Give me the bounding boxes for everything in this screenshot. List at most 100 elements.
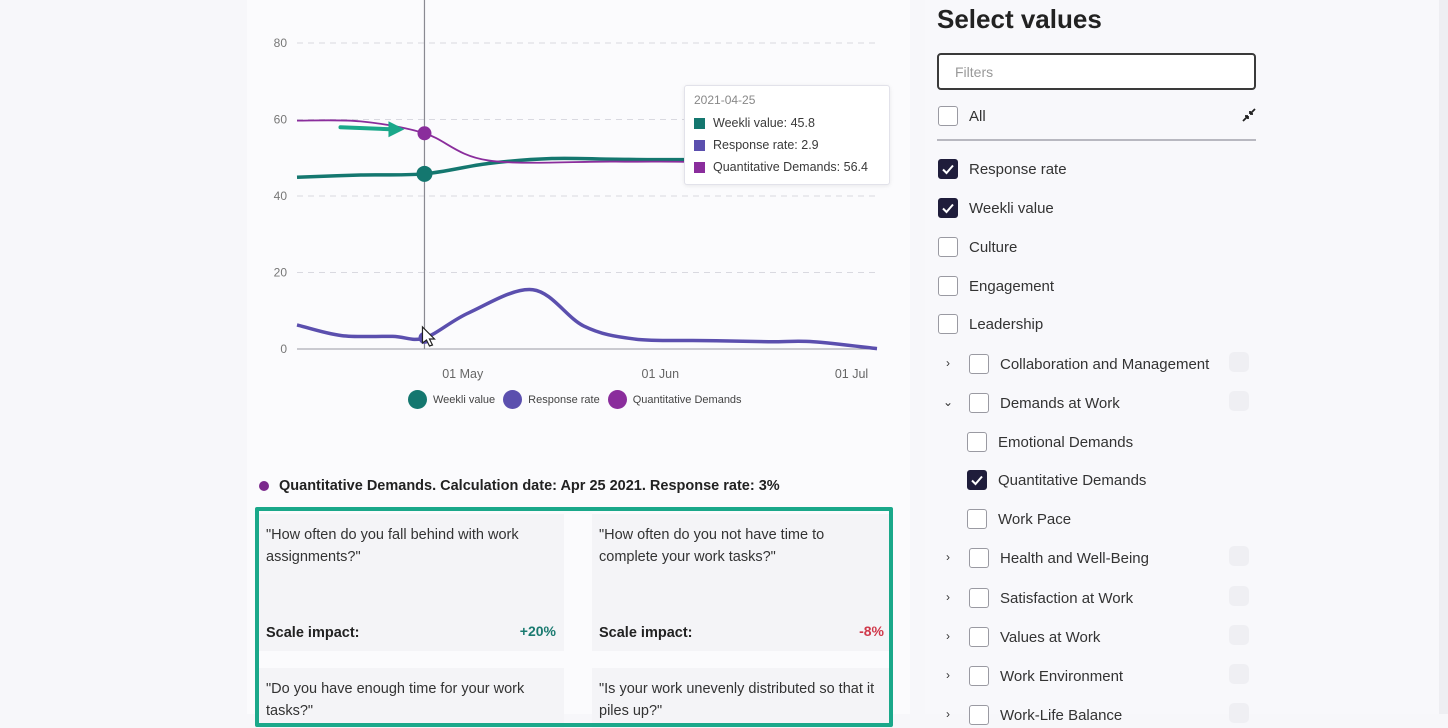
value-label: Demands at Work bbox=[1000, 394, 1120, 412]
question-text: "How often do you fall behind with work … bbox=[266, 527, 519, 565]
value-item[interactable]: Work Environment bbox=[969, 664, 1123, 688]
tooltip-row-quant: Quantitative Demands: 56.4 bbox=[694, 160, 868, 174]
value-checkbox[interactable] bbox=[969, 393, 989, 413]
secondary-toggle[interactable] bbox=[1229, 664, 1249, 684]
value-item[interactable]: Weekli value bbox=[938, 196, 1054, 220]
x-tick-label: 01 Jun bbox=[642, 367, 680, 381]
value-label: Values at Work bbox=[1000, 628, 1101, 646]
value-item[interactable]: Satisfaction at Work bbox=[969, 586, 1133, 610]
secondary-toggle[interactable] bbox=[1229, 546, 1249, 566]
y-tick-label: 80 bbox=[274, 36, 288, 50]
value-label: Work Environment bbox=[1000, 667, 1124, 685]
select-values-panel bbox=[925, 0, 1448, 714]
chevron-down-icon[interactable]: ⌄ bbox=[942, 395, 954, 409]
value-item[interactable]: Values at Work bbox=[969, 625, 1100, 649]
panel-divider bbox=[937, 139, 1256, 141]
secondary-toggle[interactable] bbox=[1229, 352, 1249, 372]
filters-input[interactable] bbox=[937, 53, 1256, 90]
highlight-frame bbox=[255, 507, 893, 727]
value-item[interactable]: Emotional Demands bbox=[967, 430, 1133, 454]
select-all-checkbox[interactable] bbox=[938, 106, 958, 126]
quant-dot-icon bbox=[259, 481, 269, 491]
legend-label-quant: Quantitative Demands bbox=[632, 393, 742, 406]
value-checkbox[interactable] bbox=[969, 548, 989, 568]
scale-impact-value: +20% bbox=[519, 623, 556, 639]
chevron-right-icon[interactable]: › bbox=[946, 668, 950, 682]
value-item[interactable]: Work Pace bbox=[967, 507, 1071, 531]
question-card: "How often do you fall behind with work … bbox=[259, 514, 564, 651]
value-checkbox[interactable] bbox=[969, 588, 989, 608]
value-checkbox[interactable] bbox=[938, 276, 958, 296]
chevron-right-icon[interactable]: › bbox=[946, 629, 950, 643]
value-label: Health and Well-Being bbox=[1000, 549, 1149, 567]
scale-impact-value: -8% bbox=[859, 623, 884, 639]
legend-label-response: Response rate bbox=[528, 393, 600, 406]
legend-label-weekli: Weekli value bbox=[433, 393, 496, 406]
value-checkbox[interactable] bbox=[967, 509, 987, 529]
chevron-right-icon[interactable]: › bbox=[946, 707, 950, 721]
value-item[interactable]: Engagement bbox=[938, 274, 1054, 298]
x-tick-label: 01 May bbox=[442, 367, 484, 381]
quant-hover-marker bbox=[417, 126, 432, 141]
value-checkbox[interactable] bbox=[938, 314, 958, 334]
chevron-right-icon[interactable]: › bbox=[946, 590, 950, 604]
value-checkbox[interactable] bbox=[969, 705, 989, 725]
secondary-toggle[interactable] bbox=[1229, 586, 1249, 606]
value-label: Satisfaction at Work bbox=[1000, 589, 1134, 607]
detail-heading-text: Quantitative Demands. Calculation date: … bbox=[279, 478, 780, 494]
value-checkbox[interactable] bbox=[967, 432, 987, 452]
y-tick-label: 60 bbox=[274, 113, 288, 127]
value-checkbox[interactable] bbox=[938, 237, 958, 257]
checkmark-icon bbox=[942, 164, 954, 175]
x-tick-label: 01 Jul bbox=[835, 367, 868, 381]
tooltip-date: 2021-04-25 bbox=[694, 93, 756, 107]
value-label: Leadership bbox=[969, 315, 1044, 333]
secondary-toggle[interactable] bbox=[1229, 391, 1249, 411]
tooltip-response-text: Response rate: 2.9 bbox=[713, 138, 819, 152]
scrollbar[interactable] bbox=[1439, 0, 1448, 714]
scale-impact-label: Scale impact: bbox=[266, 625, 360, 641]
chevron-right-icon[interactable]: › bbox=[946, 356, 950, 370]
value-item[interactable]: Response rate bbox=[938, 157, 1067, 181]
chevron-right-icon[interactable]: › bbox=[946, 550, 950, 564]
value-label: Response rate bbox=[969, 160, 1067, 178]
tooltip-row-response: Response rate: 2.9 bbox=[694, 138, 819, 152]
secondary-toggle[interactable] bbox=[1229, 703, 1249, 723]
value-label: Work-Life Balance bbox=[1000, 706, 1123, 724]
question-card: "How often do you not have time to compl… bbox=[592, 514, 892, 651]
value-label: Weekli value bbox=[969, 199, 1054, 217]
collapse-arrows-icon[interactable] bbox=[1242, 108, 1256, 122]
y-tick-label: 40 bbox=[274, 189, 288, 203]
response-swatch bbox=[694, 139, 705, 151]
checkmark-icon bbox=[971, 475, 983, 486]
legend-item-quant[interactable]: Quantitative Demands bbox=[607, 390, 742, 409]
value-checkbox[interactable] bbox=[967, 470, 987, 490]
legend-dot-response bbox=[503, 390, 523, 409]
value-item[interactable]: Work-Life Balance bbox=[969, 703, 1122, 727]
secondary-toggle[interactable] bbox=[1229, 625, 1249, 645]
value-checkbox[interactable] bbox=[938, 198, 958, 218]
value-label: Collaboration and Management bbox=[1000, 355, 1210, 373]
value-item[interactable]: Leadership bbox=[938, 312, 1043, 336]
value-checkbox[interactable] bbox=[969, 666, 989, 686]
value-checkbox[interactable] bbox=[938, 159, 958, 179]
value-label: Culture bbox=[969, 238, 1018, 256]
value-item[interactable]: Culture bbox=[938, 235, 1017, 259]
annotation-arrow-head bbox=[388, 121, 405, 138]
value-label: Engagement bbox=[969, 277, 1055, 295]
legend-item-weekli[interactable]: Weekli value bbox=[408, 390, 495, 409]
value-checkbox[interactable] bbox=[969, 354, 989, 374]
value-item[interactable]: Health and Well-Being bbox=[969, 546, 1149, 570]
select-all-row[interactable]: All bbox=[938, 104, 986, 128]
value-item[interactable]: Collaboration and Management bbox=[969, 352, 1209, 376]
value-item[interactable]: Quantitative Demands bbox=[967, 468, 1146, 492]
tooltip-quant-text: Quantitative Demands: 56.4 bbox=[713, 160, 868, 174]
value-checkbox[interactable] bbox=[969, 627, 989, 647]
legend-item-response[interactable]: Response rate bbox=[503, 390, 600, 409]
checkmark-icon bbox=[942, 203, 954, 214]
y-tick-label: 0 bbox=[280, 342, 287, 356]
weekli-hover-marker bbox=[416, 165, 433, 182]
scale-impact-label: Scale impact: bbox=[599, 625, 693, 641]
value-item[interactable]: Demands at Work bbox=[969, 391, 1120, 415]
quant-swatch bbox=[694, 161, 705, 173]
